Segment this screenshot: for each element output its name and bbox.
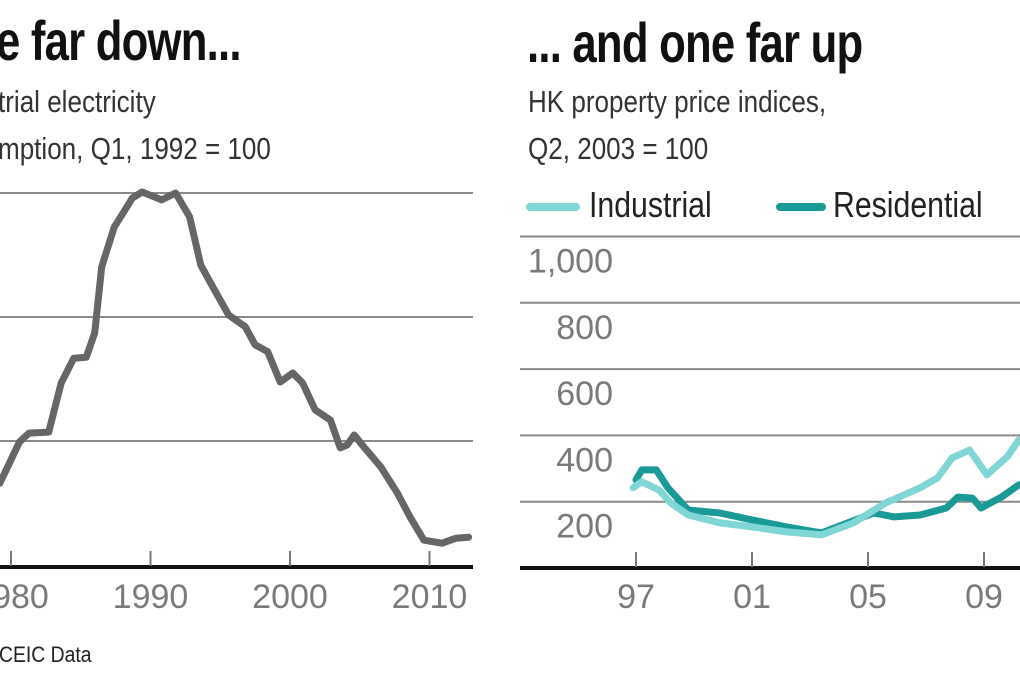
right-chart-subtitle-line1: HK property price indices, (528, 84, 827, 119)
x-tick-label: 01 (733, 578, 771, 616)
right-chart-subtitle-line2: Q2, 2003 = 100 (528, 131, 709, 166)
y-tick-label: 600 (556, 375, 613, 413)
left-chart-series (0, 188, 473, 547)
left-chart-subtitle-line1: trial electricity (0, 84, 156, 119)
y-tick-label: 1,000 (528, 243, 613, 281)
right-chart-series (629, 436, 1020, 539)
x-tick-label: 09 (965, 578, 1003, 616)
right-chart-gridlines (520, 235, 1020, 503)
y-tick-label: 800 (556, 309, 613, 347)
right-chart-axes: 200 400 600 800 1,000 97 01 05 09 (520, 243, 1020, 616)
x-tick-label: 97 (617, 578, 655, 616)
left-chart-x-axis: 1980 1990 2000 2010 (0, 551, 473, 616)
source-note: CEIC Data (0, 642, 92, 667)
electricity-consumption-line (0, 188, 473, 547)
industrial-price-line (629, 436, 1020, 539)
x-tick-label: 2010 (392, 578, 468, 616)
y-tick-label: 200 (556, 508, 613, 546)
x-tick-label: 1980 (0, 578, 49, 616)
right-chart-title: ... and one far up (527, 11, 863, 74)
x-tick-label: 05 (849, 578, 887, 616)
legend-label-residential: Residential (833, 184, 983, 225)
left-chart-title: e far down... (0, 9, 241, 72)
y-tick-label: 400 (556, 441, 613, 479)
x-tick-label: 1990 (113, 578, 189, 616)
legend-label-industrial: Industrial (589, 184, 712, 225)
left-chart-subtitle-line2: mption, Q1, 1992 = 100 (0, 131, 271, 166)
x-tick-label: 2000 (252, 578, 328, 616)
